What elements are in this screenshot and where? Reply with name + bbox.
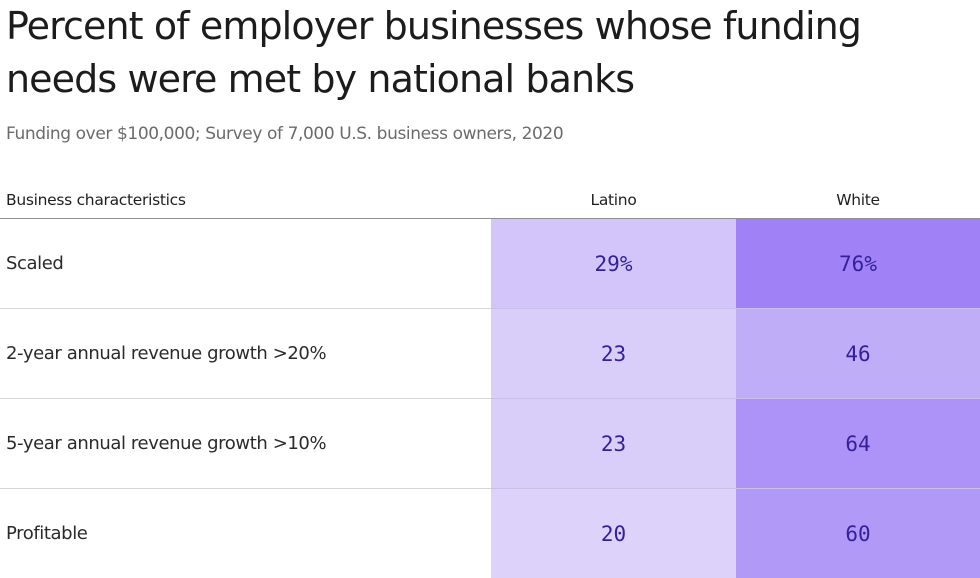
cell-latino: 20 (491, 489, 736, 578)
cell-white: 60 (736, 489, 980, 578)
column-header-characteristics: Business characteristics (0, 182, 491, 219)
table-row: 2-year annual revenue growth >20% 23 46 (0, 309, 980, 399)
cell-latino: 23 (491, 309, 736, 399)
table-row: Profitable 20 60 (0, 489, 980, 578)
row-label: 5-year annual revenue growth >10% (0, 399, 491, 489)
cell-white: 64 (736, 399, 980, 489)
cell-white: 76% (736, 219, 980, 309)
row-label: Scaled (0, 219, 491, 309)
row-label: Profitable (0, 489, 491, 578)
cell-white: 46 (736, 309, 980, 399)
chart-subtitle: Funding over $100,000; Survey of 7,000 U… (6, 124, 563, 144)
column-header-latino: Latino (491, 182, 736, 219)
row-label: 2-year annual revenue growth >20% (0, 309, 491, 399)
data-table: Business characteristics Latino White Sc… (0, 182, 980, 578)
table-row: 5-year annual revenue growth >10% 23 64 (0, 399, 980, 489)
chart-title: Percent of employer businesses whose fun… (6, 0, 976, 106)
cell-latino: 23 (491, 399, 736, 489)
column-header-white: White (736, 182, 980, 219)
table-row: Scaled 29% 76% (0, 219, 980, 309)
header-row: Business characteristics Latino White (0, 182, 980, 219)
cell-latino: 29% (491, 219, 736, 309)
